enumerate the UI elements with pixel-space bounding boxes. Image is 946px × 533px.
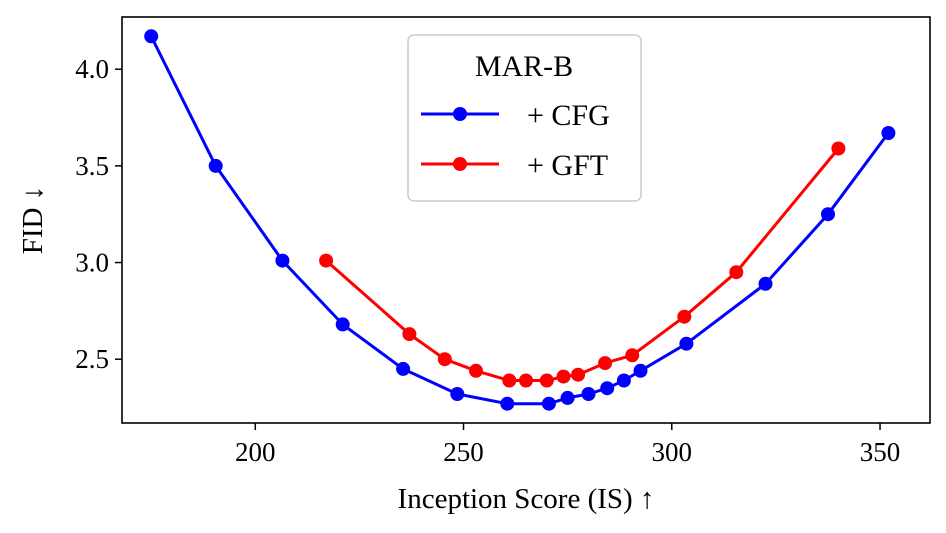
data-point-gft xyxy=(539,373,554,388)
data-point-gft xyxy=(319,253,334,268)
data-point-gft xyxy=(469,363,483,378)
data-point-gft xyxy=(437,352,452,367)
data-point-cfg xyxy=(679,336,694,351)
data-point-cfg xyxy=(335,317,350,332)
data-point-cfg xyxy=(616,373,631,388)
y-tick-label: 3.0 xyxy=(75,248,109,278)
y-tick-label: 3.5 xyxy=(75,151,109,181)
legend: MAR-B + CFG + GFT xyxy=(407,34,642,202)
x-tick-label: 300 xyxy=(652,437,693,467)
y-axis-label: FID ↓ xyxy=(17,186,49,254)
data-point-gft xyxy=(729,265,744,280)
data-point-gft xyxy=(571,367,586,382)
legend-box xyxy=(407,34,642,202)
data-point-gft xyxy=(402,327,417,342)
data-point-gft xyxy=(556,369,571,384)
data-point-cfg xyxy=(144,29,159,44)
data-point-cfg xyxy=(275,253,290,268)
data-point-cfg xyxy=(881,126,896,140)
y-tick-label: 2.5 xyxy=(75,344,109,374)
x-axis-label: Inception Score (IS) ↑ xyxy=(398,483,655,515)
data-point-gft xyxy=(625,348,640,363)
axes-frame xyxy=(121,16,931,424)
data-point-cfg xyxy=(541,396,556,411)
legend-marker-gft xyxy=(453,157,467,171)
x-tick-label: 250 xyxy=(443,437,484,467)
data-point-gft xyxy=(677,309,692,324)
data-point-gft xyxy=(519,373,533,388)
data-point-cfg xyxy=(500,396,515,411)
axis-ticks: 200 250 300 350 2.5 3.0 3.5 4.0 xyxy=(75,54,900,467)
data-point-cfg xyxy=(560,390,575,405)
data-point-cfg xyxy=(758,276,773,291)
data-point-cfg xyxy=(600,381,615,396)
data-point-cfg xyxy=(450,387,465,401)
legend-label-gft: + GFT xyxy=(527,149,608,182)
data-point-cfg xyxy=(633,363,648,378)
x-tick-label: 200 xyxy=(235,437,276,467)
legend-title: MAR-B xyxy=(475,50,573,83)
data-point-cfg xyxy=(396,361,411,376)
y-tick-label: 4.0 xyxy=(75,54,109,84)
legend-marker-cfg xyxy=(453,107,467,121)
data-point-cfg xyxy=(821,207,835,222)
data-point-gft xyxy=(598,356,613,371)
plot-area xyxy=(144,29,896,411)
legend-label-cfg: + CFG xyxy=(527,99,610,132)
data-point-gft xyxy=(831,141,846,156)
data-point-cfg xyxy=(208,158,223,173)
data-point-cfg xyxy=(581,387,596,401)
data-point-gft xyxy=(502,373,517,388)
x-tick-label: 350 xyxy=(860,437,901,467)
